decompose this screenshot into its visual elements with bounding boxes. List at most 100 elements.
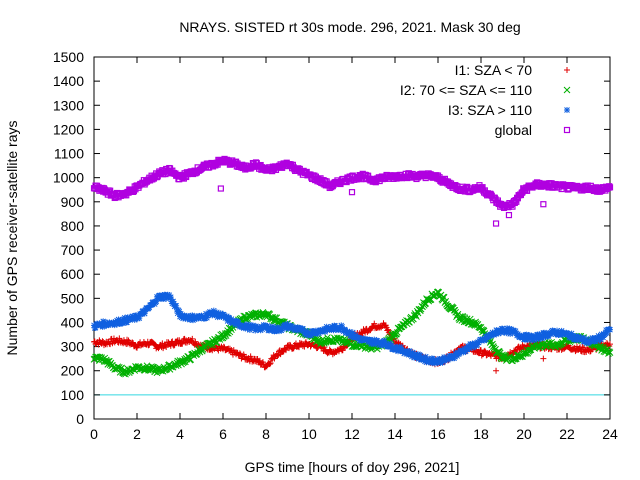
data-point [524, 336, 531, 343]
x-tick-label: 14 [387, 426, 403, 442]
data-point [415, 351, 422, 358]
data-point [530, 334, 537, 341]
data-point [148, 301, 155, 308]
data-point [348, 333, 355, 340]
data-point [189, 312, 196, 319]
data-point [256, 357, 263, 364]
data-point [518, 332, 525, 339]
data-point [495, 330, 502, 337]
data-point [134, 315, 141, 322]
data-point [151, 301, 158, 308]
data-point [235, 319, 242, 326]
y-tick-label: 400 [61, 314, 85, 330]
legend-marker [563, 126, 571, 134]
data-point [607, 326, 613, 333]
data-point [117, 317, 124, 324]
data-point [198, 347, 206, 355]
data-point [136, 365, 144, 373]
x-tick-label: 22 [559, 426, 575, 442]
y-tick-label: 1400 [53, 73, 84, 89]
chart-title: NRAYS. SISTED rt 30s mode. 296, 2021. Ma… [179, 19, 520, 35]
data-point [170, 342, 177, 349]
data-point [285, 325, 292, 332]
y-tick-label: 200 [61, 363, 85, 379]
data-point [189, 335, 196, 342]
data-point [203, 314, 210, 321]
data-point [379, 342, 386, 349]
data-point [100, 323, 107, 330]
data-point [513, 198, 520, 205]
outlier-point [492, 220, 500, 227]
data-point [115, 316, 122, 323]
data-point [330, 327, 337, 334]
legend-marker [564, 67, 570, 73]
data-point [244, 325, 251, 332]
data-point [536, 331, 543, 338]
data-point [140, 307, 147, 314]
data-point [569, 333, 576, 340]
data-point [401, 350, 408, 357]
y-tick-label: 700 [61, 242, 85, 258]
data-point [253, 323, 260, 330]
data-point [395, 348, 402, 355]
outlier-point [217, 185, 224, 192]
data-point [192, 314, 199, 321]
x-tick-label: 20 [516, 426, 532, 442]
data-point [188, 314, 195, 321]
data-point [424, 296, 432, 303]
data-point [606, 183, 613, 190]
data-point [289, 323, 296, 330]
data-point [308, 332, 315, 339]
legend-label: I1: SZA < 70 [455, 62, 533, 78]
data-point [210, 307, 217, 314]
data-point [590, 335, 597, 342]
data-point [261, 322, 268, 329]
data-point [124, 319, 131, 326]
data-point [245, 323, 252, 330]
data-point [600, 334, 607, 341]
data-point [489, 340, 496, 348]
data-point [388, 342, 395, 349]
data-point [367, 327, 374, 334]
data-point [243, 321, 250, 328]
data-point [385, 326, 392, 333]
x-tick-label: 6 [219, 426, 227, 442]
data-point [213, 309, 220, 316]
data-point [220, 343, 227, 350]
data-point [435, 358, 441, 365]
y-tick-label: 100 [61, 387, 85, 403]
data-point [440, 294, 448, 301]
data-point [266, 327, 273, 334]
data-point [416, 307, 424, 315]
data-point [554, 329, 561, 336]
data-point [274, 352, 281, 359]
data-point [339, 323, 346, 330]
axes: 0 2 4 6 8 10 12 14 16 18 20 22 240100200300400500600… [53, 49, 618, 442]
data-point [160, 296, 167, 303]
data-point [572, 333, 579, 340]
data-point [403, 348, 410, 355]
y-tick-label: 900 [61, 194, 85, 210]
data-point [266, 361, 273, 368]
y-axis-label: Number of GPS receiver-satellite rays [4, 121, 20, 356]
data-point [603, 330, 610, 337]
x-tick-label: 2 [133, 426, 141, 442]
data-point [431, 360, 438, 367]
x-axis-label: GPS time [hours of doy 296, 2021] [245, 459, 460, 475]
data-point [128, 365, 135, 373]
data-point [451, 353, 458, 360]
data-point [371, 336, 378, 343]
outlier-point [348, 189, 356, 196]
data-point [236, 350, 243, 357]
legend: I1: SZA < 70 I2: 70 <= SZA <= 110 I3: SZA … [400, 62, 571, 138]
x-tick-label: 8 [262, 426, 270, 442]
data-point [421, 356, 428, 363]
data-point [229, 319, 236, 326]
data-point [398, 344, 405, 351]
x-tick-label: 18 [473, 426, 489, 442]
data-point [129, 339, 136, 346]
y-tick-label: 0 [76, 411, 84, 427]
plot-frame [93, 56, 611, 420]
data-point [251, 323, 258, 330]
